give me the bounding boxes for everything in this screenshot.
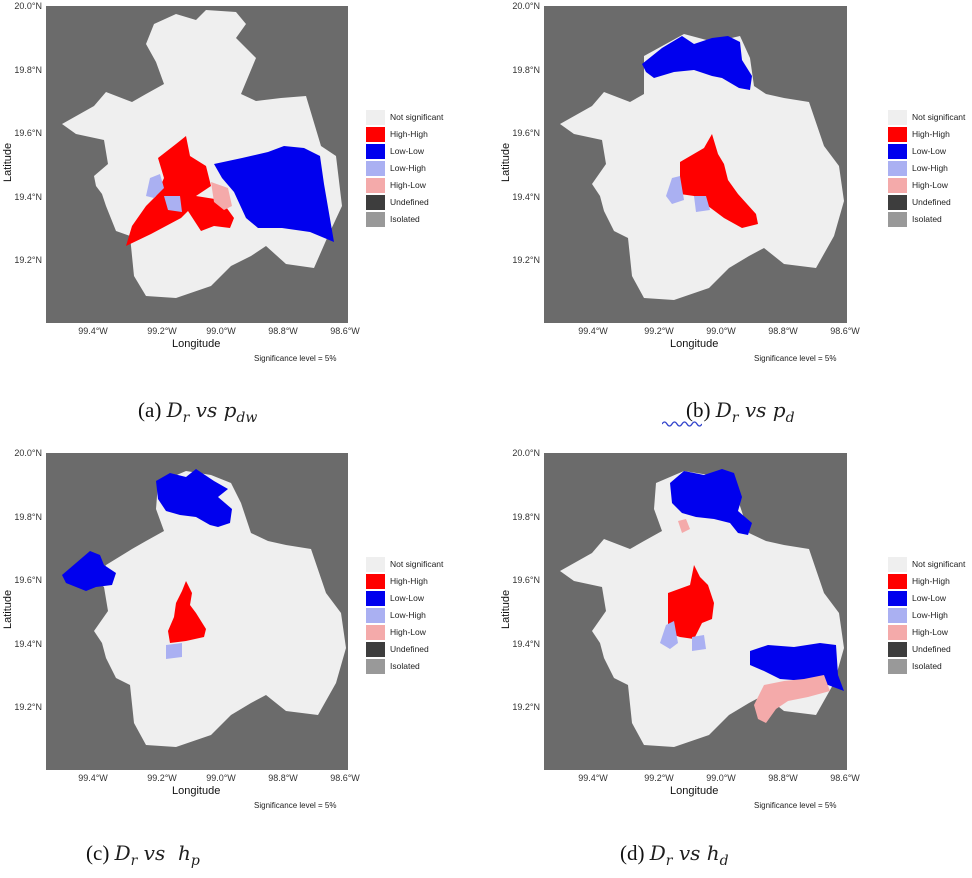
- panel-caption: (b) Dr vs pd: [686, 398, 795, 426]
- region-low-high: [666, 176, 710, 212]
- region-low-high: [660, 621, 706, 651]
- region-low-low-west: [62, 551, 116, 591]
- y-tick: 19.4°N: [14, 192, 42, 202]
- map-svg: [62, 10, 342, 298]
- x-axis-label: Longitude: [670, 785, 719, 797]
- x-tick: 99.4°W: [78, 326, 108, 336]
- y-tick: 19.4°N: [512, 192, 540, 202]
- y-tick: 19.2°N: [14, 255, 42, 265]
- x-axis-label: Longitude: [670, 338, 719, 350]
- y-axis-label: Latitude: [500, 142, 512, 182]
- y-tick: 19.6°N: [512, 575, 540, 585]
- x-tick: 99.2°W: [644, 326, 674, 336]
- y-tick: 19.4°N: [14, 639, 42, 649]
- significance-note: Significance level = 5%: [754, 801, 837, 810]
- y-axis-label: Latitude: [500, 589, 512, 629]
- y-tick: 19.8°N: [14, 65, 42, 75]
- significance-note: Significance level = 5%: [754, 354, 837, 363]
- map-plot-area: [46, 453, 348, 770]
- significance-note: Significance level = 5%: [254, 354, 337, 363]
- map-plot-area: [544, 6, 847, 323]
- region-low-low-north: [670, 469, 752, 535]
- y-tick: 19.8°N: [14, 512, 42, 522]
- region-low-high: [166, 643, 182, 659]
- map-plot-area: [46, 6, 348, 323]
- y-tick: 19.4°N: [512, 639, 540, 649]
- panel-caption: (d) Dr vs hd: [620, 841, 729, 869]
- x-tick: 98.6°W: [830, 326, 860, 336]
- x-tick: 98.8°W: [268, 773, 298, 783]
- region-high-low-north: [678, 519, 690, 533]
- y-tick: 20.0°N: [512, 1, 540, 11]
- map-panel-c: 20.0°N 19.8°N 19.6°N 19.4°N 19.2°N 99.4°…: [2, 448, 444, 869]
- map-panel-a: 20.0°N 19.8°N 19.6°N 19.4°N 19.2°N 99.4°…: [2, 1, 444, 426]
- y-tick: 20.0°N: [14, 448, 42, 458]
- y-tick: 19.2°N: [512, 255, 540, 265]
- x-tick: 99.0°W: [206, 773, 236, 783]
- x-tick: 98.6°W: [330, 326, 360, 336]
- x-axis-label: Longitude: [172, 338, 221, 350]
- spellcheck-underline: [662, 421, 702, 427]
- y-tick: 19.2°N: [512, 702, 540, 712]
- map-svg: [62, 469, 346, 747]
- x-tick: 99.2°W: [147, 773, 177, 783]
- map-svg: [560, 34, 844, 300]
- panel-caption: (c) Dr vs hp: [86, 841, 200, 869]
- significance-note: Significance level = 5%: [254, 801, 337, 810]
- region-not-significant: [94, 471, 346, 747]
- x-tick: 98.8°W: [768, 773, 798, 783]
- y-tick: 19.2°N: [14, 702, 42, 712]
- x-tick: 98.6°W: [830, 773, 860, 783]
- region-low-low-north: [156, 469, 232, 527]
- x-tick: 99.0°W: [206, 326, 236, 336]
- map-panel-b: 20.0°N 19.8°N 19.6°N 19.4°N 19.2°N 99.4°…: [500, 1, 966, 427]
- y-tick: 19.8°N: [512, 65, 540, 75]
- y-tick: 19.6°N: [512, 128, 540, 138]
- x-tick: 99.0°W: [706, 326, 736, 336]
- region-low-high: [146, 174, 182, 212]
- region-high-high: [668, 565, 714, 639]
- x-tick: 99.0°W: [706, 773, 736, 783]
- y-axis-label: Latitude: [2, 589, 14, 629]
- y-tick: 19.6°N: [14, 575, 42, 585]
- y-tick: 19.6°N: [14, 128, 42, 138]
- x-tick: 99.4°W: [578, 773, 608, 783]
- x-tick: 99.4°W: [578, 326, 608, 336]
- x-tick: 99.4°W: [78, 773, 108, 783]
- map-svg: [560, 469, 844, 747]
- x-axis-label: Longitude: [172, 785, 221, 797]
- x-tick: 99.2°W: [147, 326, 177, 336]
- region-high-high: [168, 581, 206, 643]
- region-high-high: [680, 134, 758, 228]
- region-high-low: [211, 182, 232, 210]
- region-low-low: [642, 36, 752, 90]
- map-panel-d: 20.0°N 19.8°N 19.6°N 19.4°N 19.2°N 99.4°…: [500, 448, 966, 869]
- region-low-low: [214, 146, 334, 242]
- region-high-low-east: [754, 675, 830, 723]
- region-high-high: [126, 136, 234, 246]
- panel-caption: (a) Dr vs pdw: [138, 398, 258, 426]
- y-axis-label: Latitude: [2, 142, 14, 182]
- x-tick: 98.8°W: [268, 326, 298, 336]
- y-tick: 20.0°N: [14, 1, 42, 11]
- x-tick: 99.2°W: [644, 773, 674, 783]
- map-plot-area: [544, 453, 847, 770]
- x-tick: 98.8°W: [768, 326, 798, 336]
- y-tick: 19.8°N: [512, 512, 540, 522]
- y-tick: 20.0°N: [512, 448, 540, 458]
- x-tick: 98.6°W: [330, 773, 360, 783]
